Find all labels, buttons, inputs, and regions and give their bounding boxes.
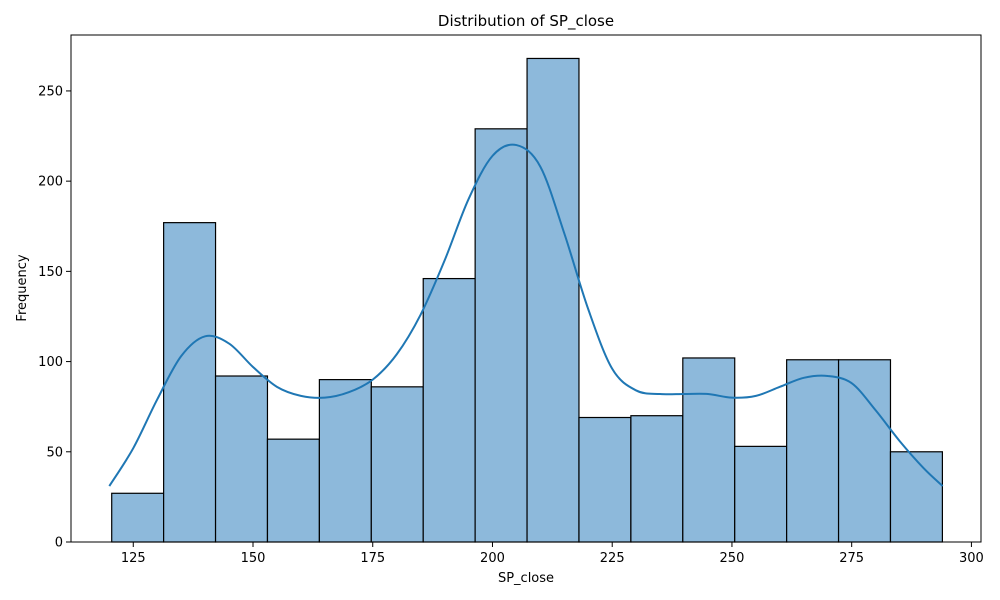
y-tick-label: 200 — [38, 175, 63, 190]
histogram-bar — [526, 57, 580, 543]
x-tick-label: 225 — [600, 551, 625, 566]
kde-curve-group — [108, 143, 944, 487]
y-tick-label: 100 — [38, 355, 63, 370]
histogram-bar — [578, 416, 632, 543]
x-tick-label: 300 — [959, 551, 984, 566]
x-tick-label: 175 — [360, 551, 385, 566]
histogram-bar — [266, 438, 320, 543]
y-tick-label: 250 — [38, 84, 63, 99]
x-tick-label: 200 — [480, 551, 505, 566]
kde-line — [108, 143, 944, 487]
histogram-bar — [630, 415, 684, 543]
histogram-bar — [734, 445, 788, 543]
plot-frame — [70, 34, 982, 543]
histogram-bar — [682, 357, 736, 543]
x-axis: 125 150 175 200 225 250 275 300 — [121, 542, 984, 566]
y-tick-label: 150 — [38, 265, 63, 280]
x-tick-label: 250 — [720, 551, 745, 566]
histogram-bars — [111, 57, 943, 543]
histogram-bar — [422, 277, 476, 543]
histogram-bar — [786, 359, 840, 543]
histogram-bar — [318, 379, 372, 543]
histogram-bar — [163, 222, 217, 543]
x-tick-label: 125 — [121, 551, 146, 566]
x-tick-label: 275 — [839, 551, 864, 566]
x-axis-label: SP_close — [498, 571, 554, 586]
histogram-bar — [837, 359, 892, 543]
y-tick-label: 50 — [46, 445, 63, 460]
histogram-bar — [111, 492, 165, 543]
histogram-bar — [889, 451, 943, 543]
chart-title: Distribution of SP_close — [438, 12, 614, 31]
y-tick-label: 0 — [55, 536, 63, 551]
y-axis: 0 50 100 150 200 250 — [38, 84, 71, 551]
histogram-bar — [214, 375, 269, 543]
histogram-bar — [370, 386, 424, 543]
x-tick-label: 150 — [241, 551, 266, 566]
histogram-bar — [474, 128, 528, 543]
y-axis-label: Frequency — [15, 254, 30, 321]
